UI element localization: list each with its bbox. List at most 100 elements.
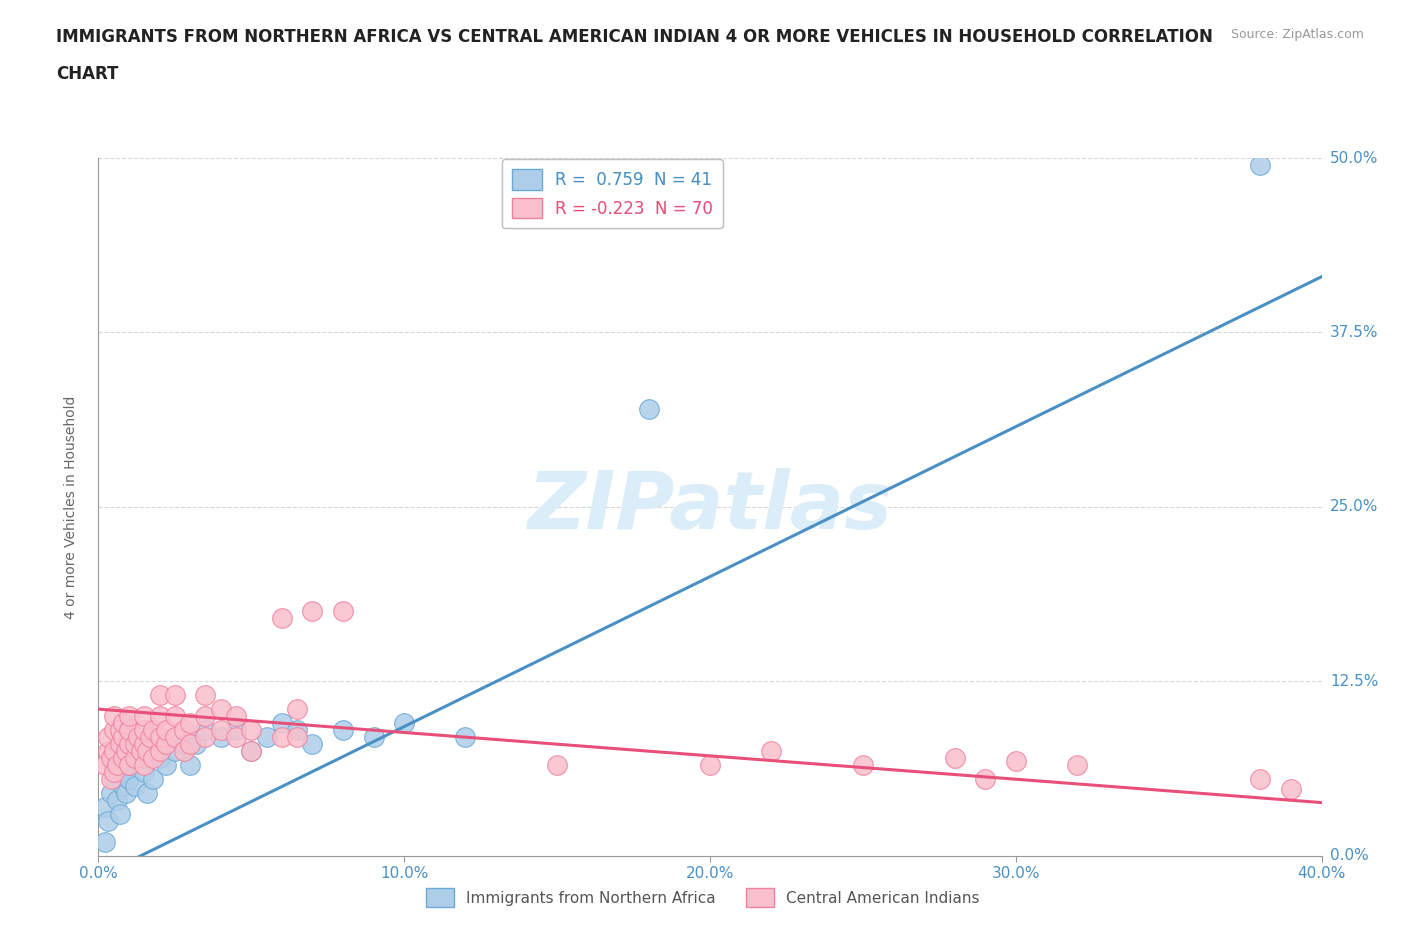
Point — [852, 757, 875, 772]
Point — [111, 716, 134, 731]
Text: 50.0%: 50.0% — [1330, 151, 1378, 166]
Point — [103, 723, 125, 737]
Point — [363, 729, 385, 744]
Point — [392, 716, 416, 731]
Legend: R =  0.759  N = 41, R = -0.223  N = 70: R = 0.759 N = 41, R = -0.223 N = 70 — [502, 159, 723, 229]
Point — [136, 785, 159, 800]
Point — [285, 729, 308, 744]
Text: 12.5%: 12.5% — [1330, 673, 1378, 689]
Point — [108, 723, 131, 737]
Point — [105, 757, 128, 772]
Text: 0.0%: 0.0% — [1330, 848, 1368, 863]
Point — [115, 785, 138, 800]
Point — [124, 778, 146, 793]
Point — [118, 757, 141, 772]
Point — [270, 716, 292, 731]
Point — [105, 792, 128, 807]
Point — [118, 744, 141, 759]
Point — [149, 729, 172, 744]
Point — [240, 744, 263, 759]
Legend: Immigrants from Northern Africa, Central American Indians: Immigrants from Northern Africa, Central… — [420, 883, 986, 913]
Point — [240, 723, 263, 737]
Point — [111, 778, 134, 793]
Point — [142, 751, 165, 765]
Point — [179, 737, 201, 751]
Point — [136, 744, 159, 759]
Point — [134, 757, 156, 772]
Point — [118, 757, 141, 772]
Point — [149, 688, 172, 703]
Point — [225, 723, 247, 737]
Text: 37.5%: 37.5% — [1330, 325, 1378, 340]
Point — [173, 744, 195, 759]
Point — [134, 709, 156, 724]
Point — [301, 604, 323, 619]
Point — [100, 772, 122, 787]
Point — [163, 709, 186, 724]
Text: 25.0%: 25.0% — [1330, 499, 1378, 514]
Point — [97, 729, 120, 744]
Point — [194, 723, 217, 737]
Point — [1066, 757, 1088, 772]
Point — [100, 751, 122, 765]
Point — [149, 709, 172, 724]
Point — [134, 723, 156, 737]
Point — [155, 723, 177, 737]
Point — [285, 723, 308, 737]
Point — [115, 744, 138, 759]
Point — [149, 744, 172, 759]
Text: Source: ZipAtlas.com: Source: ZipAtlas.com — [1230, 28, 1364, 41]
Point — [111, 729, 134, 744]
Point — [155, 737, 177, 751]
Point — [301, 737, 323, 751]
Point — [142, 723, 165, 737]
Point — [186, 737, 208, 751]
Point — [270, 729, 292, 744]
Point — [974, 772, 997, 787]
Point — [759, 744, 782, 759]
Point — [1004, 753, 1026, 768]
Point — [1279, 781, 1302, 796]
Point — [173, 723, 195, 737]
Point — [103, 744, 125, 759]
Point — [332, 723, 354, 737]
Point — [209, 723, 232, 737]
Point — [699, 757, 721, 772]
Point — [285, 701, 308, 716]
Text: CHART: CHART — [56, 65, 118, 83]
Point — [118, 709, 141, 724]
Point — [163, 744, 186, 759]
Point — [93, 757, 115, 772]
Point — [124, 737, 146, 751]
Y-axis label: 4 or more Vehicles in Household: 4 or more Vehicles in Household — [63, 395, 77, 618]
Point — [108, 806, 131, 821]
Point — [194, 709, 217, 724]
Point — [332, 604, 354, 619]
Point — [209, 729, 232, 744]
Text: IMMIGRANTS FROM NORTHERN AFRICA VS CENTRAL AMERICAN INDIAN 4 OR MORE VEHICLES IN: IMMIGRANTS FROM NORTHERN AFRICA VS CENTR… — [56, 28, 1213, 46]
Point — [1249, 772, 1271, 787]
Point — [103, 744, 125, 759]
Point — [111, 764, 134, 779]
Point — [240, 744, 263, 759]
Point — [256, 729, 278, 744]
Point — [163, 729, 186, 744]
Point — [127, 751, 149, 765]
Point — [93, 834, 115, 849]
Point — [454, 729, 477, 744]
Point — [155, 757, 177, 772]
Point — [270, 611, 292, 626]
Point — [97, 813, 120, 829]
Point — [194, 729, 217, 744]
Point — [93, 799, 115, 815]
Point — [124, 751, 146, 765]
Point — [546, 757, 568, 772]
Point — [179, 757, 201, 772]
Point — [103, 772, 125, 787]
Point — [108, 737, 131, 751]
Point — [134, 751, 156, 765]
Point — [118, 772, 141, 787]
Point — [149, 751, 172, 765]
Point — [194, 688, 217, 703]
Point — [209, 701, 232, 716]
